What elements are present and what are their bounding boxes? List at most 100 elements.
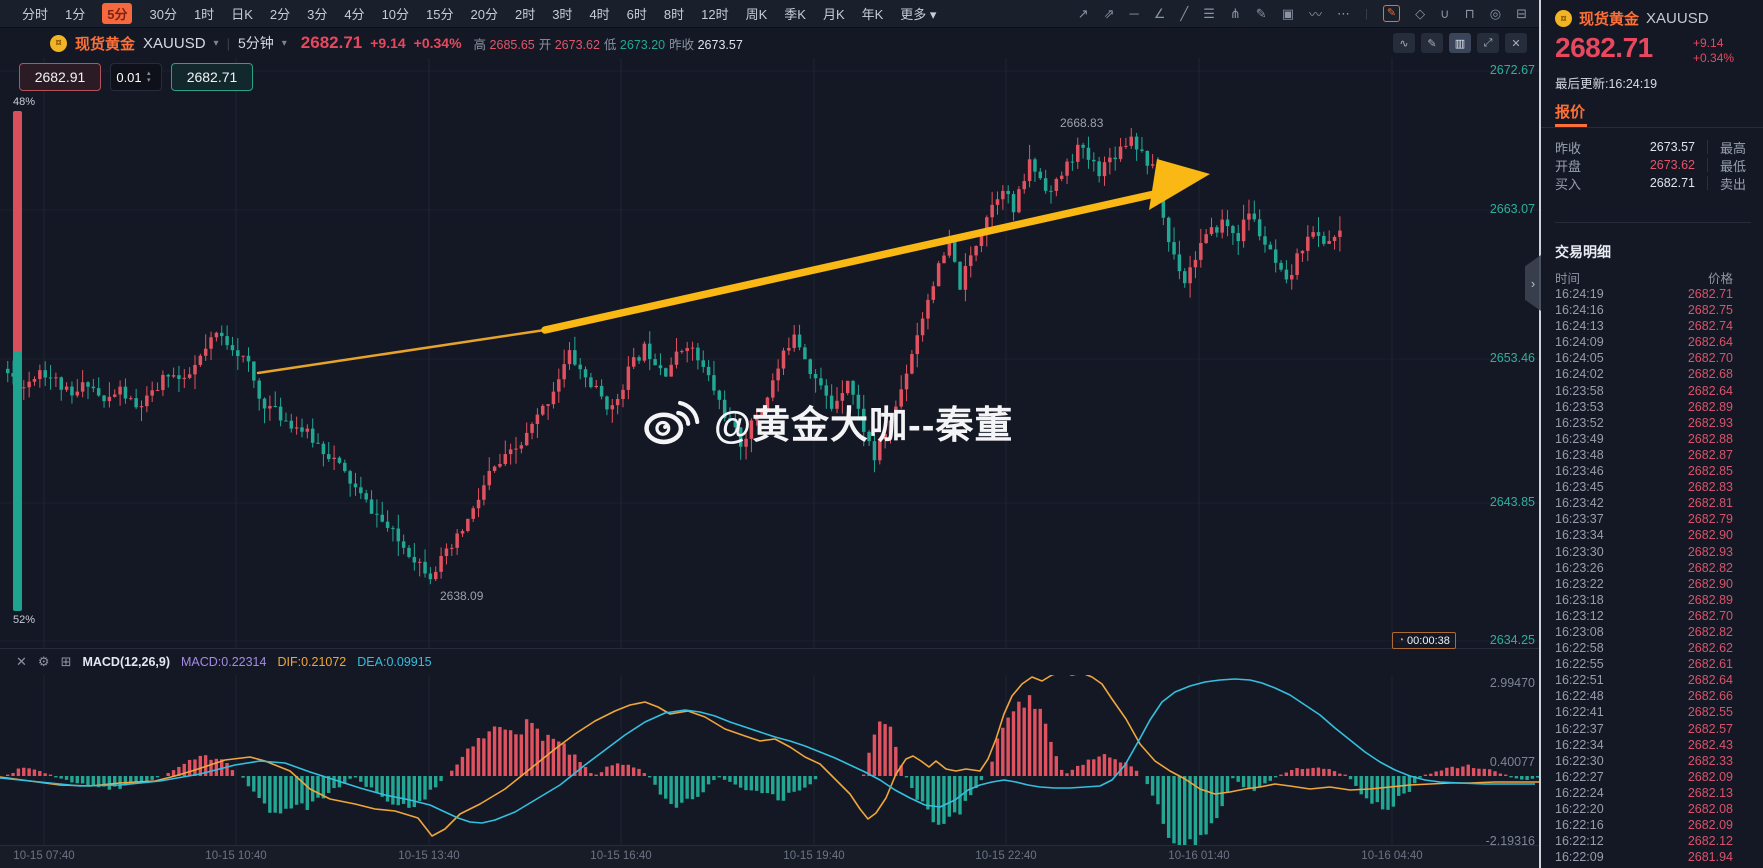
wave-icon[interactable]: 〰 [1308,7,1322,22]
deal-row: 16:23:45 2682.83 [1555,480,1733,495]
macd-value: MACD:0.22314 [181,655,267,669]
time-axis-label: 10-15 19:40 [783,850,845,862]
time-axis-label: 10-15 16:40 [590,850,652,862]
macd-pane[interactable]: 2.99470 0.40077 -2.19316 [0,675,1541,845]
macd-axis-label: -2.19316 [1485,834,1535,845]
gauge-bar [13,111,22,611]
deal-row: 16:23:22 2682.90 [1555,576,1733,591]
interval-月K[interactable]: 月K [822,7,845,22]
sell-button[interactable]: 2682.91 [19,63,101,91]
deal-row: 16:22:30 2682.33 [1555,753,1733,768]
deal-row: 16:24:16 2682.75 [1555,303,1733,318]
horizontal-line-icon[interactable]: ─ [1129,6,1139,21]
interval-20分[interactable]: 20分 [470,7,498,22]
interval-日K[interactable]: 日K [231,7,253,22]
interval-1分[interactable]: 1分 [65,7,86,22]
interval-10分[interactable]: 10分 [381,7,410,22]
angle-line-icon[interactable]: ∠ [1153,5,1166,21]
interval-周K[interactable]: 周K [745,7,768,22]
deal-row: 16:24:13 2682.74 [1555,319,1733,334]
interval-2时[interactable]: 2时 [514,7,536,22]
last-price: 2682.71 [300,33,363,52]
gann-fan-icon[interactable]: ⋔ [1229,5,1241,21]
interval-30分[interactable]: 30分 [149,7,177,22]
deal-row: 16:23:30 2682.93 [1555,544,1733,559]
sidebar-tabs: 报价 [1541,95,1763,128]
deal-row: 16:24:02 2682.68 [1555,367,1733,382]
segment-icon[interactable]: ╱ [1180,5,1189,21]
quantity-up-button[interactable]: ▴ [147,70,151,77]
sidebar-collapse-handle[interactable]: › [1525,255,1541,311]
interval-6时[interactable]: 6时 [626,7,647,22]
trash-icon[interactable]: ⊟ [1516,5,1527,21]
macd-settings-icon[interactable]: ⚙ [37,654,50,669]
interval-4时[interactable]: 4时 [589,7,610,22]
interval-12时[interactable]: 12时 [701,7,729,22]
eraser-icon[interactable]: ◇ [1415,5,1426,21]
quick-trade-panel: 2682.91 ▴ ▾ 2682.71 [19,63,253,91]
main-chart[interactable]: 48% 52% @黄金大咖--秦董 ◔ 00:00:38 › 2672.67 26… [0,58,1541,649]
price-axis-label: 2653.46 [1489,351,1535,365]
dea-value: DEA:0.09915 [357,655,432,669]
watermark-text: @黄金大咖--秦董 [714,405,1014,447]
interval-8时[interactable]: 8时 [663,7,685,22]
interval-dropdown-caret[interactable]: ▾ [281,37,287,49]
chart-header: ¤ 现货黄金 XAUUSD ▾ | 5分钟 ▾ 2682.71 +9.14 +0… [0,28,1541,58]
quantity-down-button[interactable]: ▾ [147,77,151,84]
candle-style-icon[interactable]: ▥ [1449,33,1471,53]
more-tools-icon[interactable]: ⋯ [1337,5,1350,21]
interval-5分[interactable]: 5分 [102,3,133,24]
interval-季K[interactable]: 季K [784,7,806,22]
deal-row: 16:24:05 2682.70 [1555,351,1733,366]
deal-row: 16:22:58 2682.62 [1555,641,1733,656]
tab-quote[interactable]: 报价 [1555,104,1586,121]
trend-line-icon[interactable]: ↗ [1077,5,1089,21]
interval-selector[interactable]: 5分钟 [237,35,274,51]
macd-close-icon[interactable]: ✕ [16,654,27,669]
interval-2分[interactable]: 2分 [269,7,291,22]
eye-icon[interactable]: ◎ [1489,5,1502,21]
trend-arrow [256,159,1210,375]
magnet-icon[interactable]: ∪ [1440,5,1450,21]
buy-button[interactable]: 2682.71 [171,63,253,91]
quantity-input[interactable] [111,68,147,86]
chart-view-icons: ∿ ✎ ▥ ⤢ ✕ [1393,33,1527,53]
deal-row: 16:23:37 2682.79 [1555,512,1733,527]
interval-3分[interactable]: 3分 [307,7,328,22]
draw-mode-icon[interactable]: ✎ [1382,5,1401,22]
interval-更多[interactable]: 更多 ▾ [900,7,937,22]
stat-开: 2673.62 [551,37,600,52]
price-axis-label: 2663.07 [1489,202,1535,216]
fib-retracement-icon[interactable]: ☰ [1203,5,1215,21]
macd-title: MACD(12,26,9) [82,655,170,669]
quote-row: 买入 2682.71 卖出 [1555,176,1747,192]
symbol-dropdown-caret[interactable]: ▾ [213,37,219,49]
interval-1时[interactable]: 1时 [193,7,215,22]
quote-table: 昨收 2673.57 最高 开盘 2673.62 最低 买入 2682.71 卖出 [1555,138,1763,192]
deal-row: 16:22:16 2682.09 [1555,818,1733,833]
interval-分时[interactable]: 分时 [22,7,49,22]
close-chart-icon[interactable]: ✕ [1505,33,1527,53]
stat-高: 2685.65 [486,37,535,52]
macd-expand-icon[interactable]: ⊞ [60,654,72,669]
brush-icon[interactable]: ✎ [1255,5,1267,21]
line-chart-icon[interactable]: ∿ [1393,33,1415,53]
arrow-line-icon[interactable]: ⇗ [1103,5,1115,21]
deal-row: 16:22:042681.99 [1555,866,1733,868]
time-axis-label: 10-15 07:40 [13,850,75,862]
interval-15分[interactable]: 15分 [426,7,454,22]
edit-chart-icon[interactable]: ✎ [1421,33,1443,53]
macd-axis-label: 0.40077 [1489,755,1535,769]
collapse-icon[interactable]: ⤢ [1477,33,1499,53]
sentiment-gauge: 48% 52% [13,96,35,626]
interval-4分[interactable]: 4分 [344,7,365,22]
unlock-icon[interactable]: ⊓ [1464,5,1475,21]
image-icon[interactable]: ▣ [1281,5,1294,21]
time-axis: 10-15 07:40 10-15 10:40 10-15 13:40 10-15 1… [0,845,1541,868]
price-axis-label: 2672.67 [1489,63,1535,77]
deal-row: 16:23:46 2682.85 [1555,464,1733,479]
interval-3时[interactable]: 3时 [552,7,573,22]
macd-axis-label: 2.99470 [1489,676,1535,690]
interval-年K[interactable]: 年K [861,7,884,22]
interval-list: 分时 1分 5分 30分 1时 日K 2分 3分 4分 10分 15分 20分 2时 3时 4时 6时 8时 12… [22,3,936,24]
